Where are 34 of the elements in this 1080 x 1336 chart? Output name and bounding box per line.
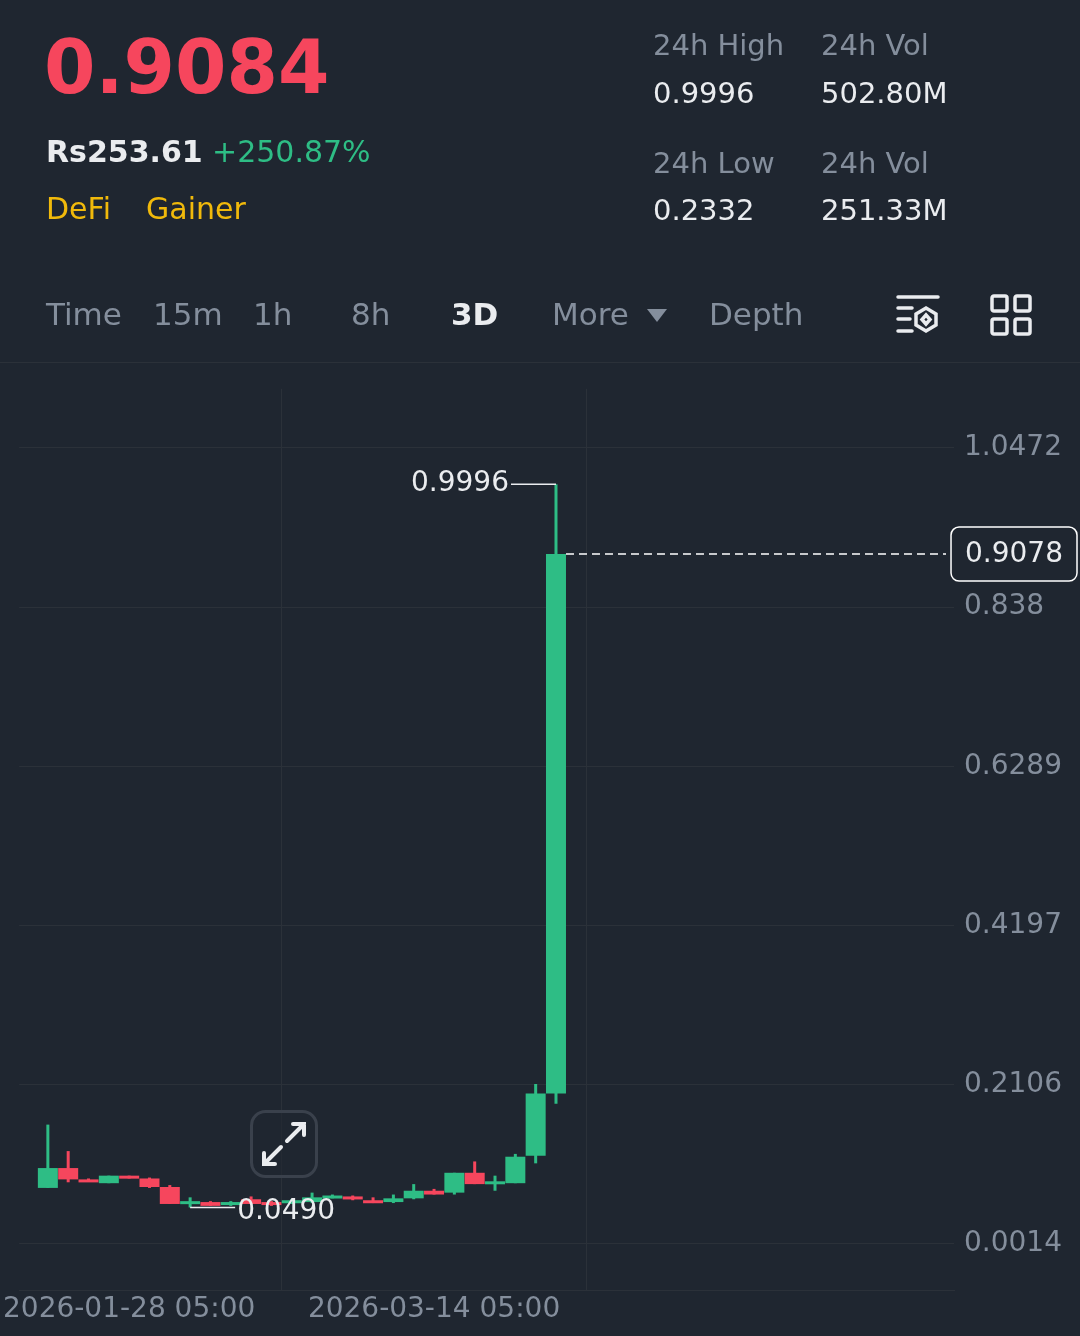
y-tick-label: 0.0014 — [964, 1224, 1063, 1258]
text: Rs253.61 — [46, 134, 203, 169]
text: Depth — [709, 296, 804, 332]
text: 0.9996 — [653, 76, 755, 110]
text: Time — [46, 296, 122, 332]
text: DeFi — [46, 191, 111, 226]
y-tick-label: 0.4197 — [964, 906, 1063, 940]
y-tick-label: 1.0472 — [964, 429, 1063, 463]
text: 24h Vol — [821, 28, 929, 62]
text: 15m — [153, 296, 223, 332]
text: 502.80M — [821, 76, 948, 110]
ref-line-label: 0.9078 — [965, 536, 1064, 570]
text: 8h — [351, 296, 391, 332]
candlestick — [37, 1124, 58, 1188]
y-tick-label: 0.6289 — [964, 747, 1063, 781]
candlestick — [58, 1151, 79, 1183]
text: 1h — [253, 296, 293, 332]
y-tick-label: 0.838 — [964, 588, 1045, 622]
text: 24h High — [653, 28, 785, 62]
x-tick-label: 2026-03-14 05:00 — [307, 1291, 561, 1325]
candlestick — [159, 1185, 180, 1204]
text: More — [552, 296, 629, 332]
x-tick-label: 2026-01-28 05:00 — [2, 1291, 256, 1325]
text: 0.2332 — [653, 193, 755, 227]
annotation: 0.9996 — [411, 465, 509, 499]
y-tick-label: 0.2106 — [964, 1065, 1063, 1099]
text: Gainer — [146, 191, 246, 226]
text: 3D — [451, 296, 499, 332]
chart-title: 0.9084 — [44, 24, 330, 110]
text: +250.87% — [212, 134, 371, 169]
text: 24h Vol — [821, 146, 929, 180]
text: 24h Low — [653, 146, 775, 180]
text: 251.33M — [821, 193, 948, 227]
annotation: 0.0490 — [237, 1192, 336, 1226]
